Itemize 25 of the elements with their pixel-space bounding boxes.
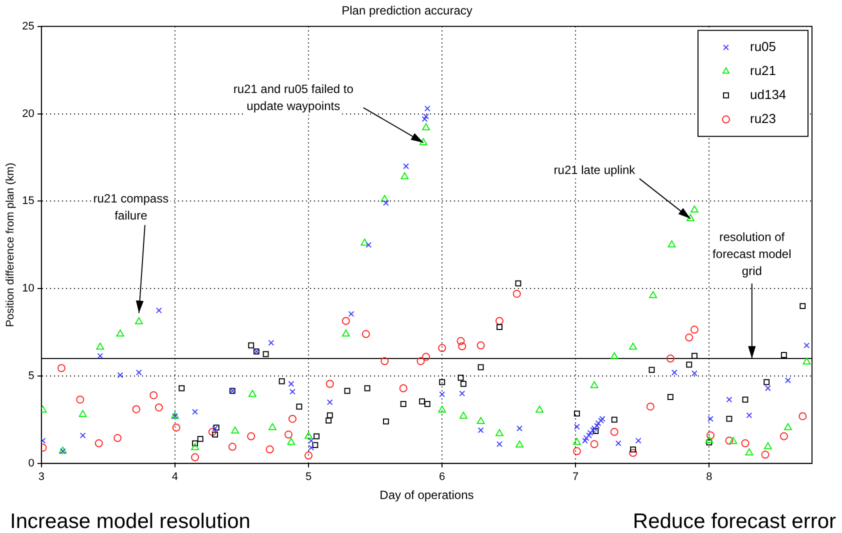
y-tick-label: 5 bbox=[28, 370, 34, 382]
y-tick-label: 10 bbox=[22, 282, 34, 295]
legend-label: ru21 bbox=[750, 62, 776, 78]
text: Reduce forecast error bbox=[632, 510, 836, 533]
legend-label: ru05 bbox=[750, 38, 776, 54]
annotation: resolution of forecast model grid bbox=[712, 230, 792, 278]
x-axis-title: Day of operations bbox=[380, 488, 474, 502]
y-tick-label: 25 bbox=[22, 20, 34, 32]
x-tick-label: 4 bbox=[172, 471, 178, 484]
annotation: ru21 late uplink bbox=[554, 162, 636, 177]
x-tick-label: 5 bbox=[305, 471, 312, 484]
x-tick-label: 7 bbox=[572, 471, 579, 484]
y-tick-label: 0 bbox=[28, 457, 34, 470]
annotation: ru21 compass failure bbox=[93, 191, 169, 222]
legend-label: ru23 bbox=[750, 110, 776, 126]
x-tick-label: 6 bbox=[439, 471, 446, 484]
x-tick-label: 8 bbox=[706, 471, 712, 484]
y-axis-title: Position difference from plan (km) bbox=[4, 162, 17, 328]
y-tick-label: 15 bbox=[22, 195, 34, 208]
x-tick-label: 3 bbox=[38, 471, 44, 484]
annotation: ru21 and ru05 failed to update waypoints bbox=[233, 82, 354, 113]
y-tick-label: 20 bbox=[22, 108, 34, 120]
chart-title: Plan prediction accuracy bbox=[342, 4, 472, 18]
text: Increase model resolution bbox=[10, 510, 250, 533]
legend-label: ud134 bbox=[750, 86, 786, 102]
